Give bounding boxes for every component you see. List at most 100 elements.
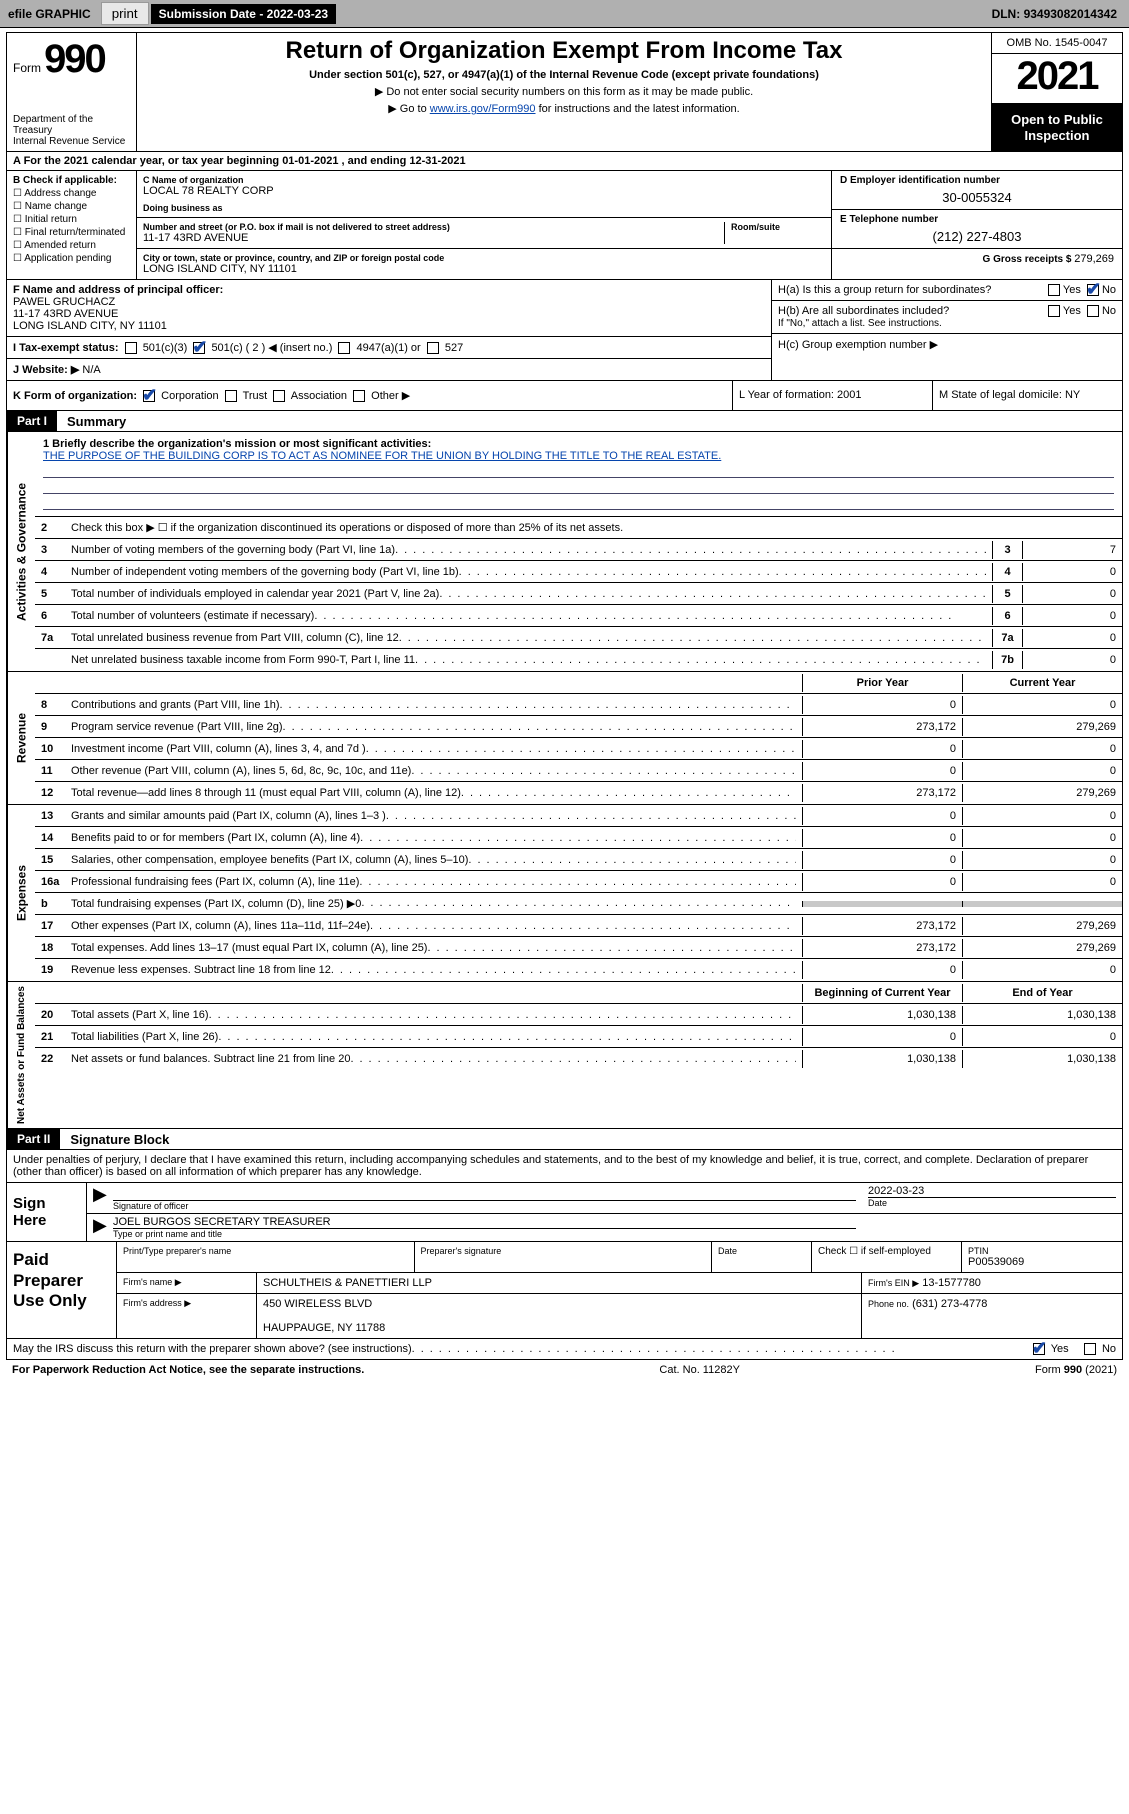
line20: 20Total assets (Part X, line 16)1,030,13… bbox=[35, 1004, 1122, 1026]
tax-year: 2021 bbox=[992, 54, 1122, 104]
print-button[interactable]: print bbox=[101, 2, 149, 25]
line-a-tax-year: A For the 2021 calendar year, or tax yea… bbox=[7, 152, 1122, 171]
lineb: bTotal fundraising expenses (Part IX, co… bbox=[35, 893, 1122, 915]
irs-link[interactable]: www.irs.gov/Form990 bbox=[430, 103, 536, 115]
ck-corporation[interactable] bbox=[143, 390, 155, 402]
caret-icon: ▶ bbox=[87, 1183, 107, 1213]
line19: 19Revenue less expenses. Subtract line 1… bbox=[35, 959, 1122, 981]
ck-527[interactable] bbox=[427, 342, 439, 354]
mission-text: THE PURPOSE OF THE BUILDING CORP IS TO A… bbox=[43, 450, 721, 462]
treasury-dept: Department of the Treasury Internal Reve… bbox=[13, 114, 130, 147]
dln: DLN: 93493082014342 bbox=[980, 4, 1129, 24]
line8: 8Contributions and grants (Part VIII, li… bbox=[35, 694, 1122, 716]
form-id-box: Form 990 Department of the Treasury Inte… bbox=[7, 33, 137, 151]
sign-date: 2022-03-23 bbox=[868, 1185, 1116, 1198]
line15: 15Salaries, other compensation, employee… bbox=[35, 849, 1122, 871]
section-hc: H(c) Group exemption number ▶ bbox=[772, 334, 1122, 355]
line14: 14Benefits paid to or for members (Part … bbox=[35, 827, 1122, 849]
ein: 30-0055324 bbox=[840, 186, 1114, 205]
line7a: 7aTotal unrelated business revenue from … bbox=[35, 627, 1122, 649]
ck-association[interactable] bbox=[273, 390, 285, 402]
section-d-e-g: D Employer identification number 30-0055… bbox=[832, 171, 1122, 279]
officer-name: PAWEL GRUCHACZ bbox=[13, 296, 115, 308]
line9: 9Program service revenue (Part VIII, lin… bbox=[35, 716, 1122, 738]
line22: 22Net assets or fund balances. Subtract … bbox=[35, 1048, 1122, 1070]
paid-preparer-label: Paid Preparer Use Only bbox=[7, 1242, 117, 1338]
year-of-formation: L Year of formation: 2001 bbox=[732, 381, 932, 410]
side-expenses: Expenses bbox=[7, 805, 35, 981]
line18: 18Total expenses. Add lines 13–17 (must … bbox=[35, 937, 1122, 959]
org-city: LONG ISLAND CITY, NY 11101 bbox=[143, 263, 825, 275]
preparer-firm-name: Firm's name ▶ SCHULTHEIS & PANETTIERI LL… bbox=[117, 1273, 1122, 1294]
preparer-firm-address: Firm's address ▶ 450 WIRELESS BLVD HAUPP… bbox=[117, 1294, 1122, 1338]
year-header: Prior Year Current Year bbox=[35, 672, 1122, 694]
submission-date-label: Submission Date - 2022-03-23 bbox=[151, 4, 336, 24]
line16a: 16aProfessional fundraising fees (Part I… bbox=[35, 871, 1122, 893]
ck-amended[interactable]: ☐ Amended return bbox=[13, 240, 130, 251]
ck-ha-yes[interactable] bbox=[1048, 284, 1060, 296]
line7b: Net unrelated business taxable income fr… bbox=[35, 649, 1122, 671]
side-activities-governance: Activities & Governance bbox=[7, 432, 35, 671]
section-b-checkboxes: B Check if applicable: ☐ Address change … bbox=[7, 171, 137, 279]
firm-ein: 13-1577780 bbox=[922, 1277, 981, 1289]
part1-header: Part I bbox=[7, 411, 57, 431]
line21: 21Total liabilities (Part X, line 26)00 bbox=[35, 1026, 1122, 1048]
efile-label: efile GRAPHIC bbox=[0, 4, 99, 24]
open-to-public: Open to Public Inspection bbox=[992, 104, 1122, 151]
cat-no: Cat. No. 11282Y bbox=[659, 1364, 740, 1376]
form-title: Return of Organization Exempt From Incom… bbox=[143, 37, 985, 65]
section-c-org-info: C Name of organization LOCAL 78 REALTY C… bbox=[137, 171, 832, 279]
top-toolbar: efile GRAPHIC print Submission Date - 20… bbox=[0, 0, 1129, 28]
firm-name: SCHULTHEIS & PANETTIERI LLP bbox=[257, 1273, 862, 1293]
line5: 5Total number of individuals employed in… bbox=[35, 583, 1122, 605]
section-ha: H(a) Is this a group return for subordin… bbox=[772, 280, 1122, 301]
caret-icon: ▶ bbox=[87, 1214, 107, 1241]
page-footer: For Paperwork Reduction Act Notice, see … bbox=[6, 1360, 1123, 1380]
side-revenue: Revenue bbox=[7, 672, 35, 804]
ck-ha-no[interactable] bbox=[1087, 284, 1099, 296]
discuss-question: May the IRS discuss this return with the… bbox=[7, 1339, 902, 1359]
line3: 3Number of voting members of the governi… bbox=[35, 539, 1122, 561]
firm-phone: (631) 273-4778 bbox=[912, 1298, 987, 1310]
side-net-assets: Net Assets or Fund Balances bbox=[7, 982, 35, 1128]
website: N/A bbox=[82, 364, 100, 376]
line6: 6Total number of volunteers (estimate if… bbox=[35, 605, 1122, 627]
section-j-website: J Website: ▶ N/A bbox=[7, 359, 771, 380]
line-k-l-m: K Form of organization: Corporation Trus… bbox=[6, 381, 1123, 411]
line12: 12Total revenue—add lines 8 through 11 (… bbox=[35, 782, 1122, 804]
line2: 2 Check this box ▶ ☐ if the organization… bbox=[35, 517, 1122, 539]
ck-4947[interactable] bbox=[338, 342, 350, 354]
org-name: LOCAL 78 REALTY CORP bbox=[143, 185, 825, 197]
org-street: 11-17 43RD AVENUE bbox=[143, 232, 718, 244]
form-header: Form 990 Department of the Treasury Inte… bbox=[6, 32, 1123, 152]
ck-501c3[interactable] bbox=[125, 342, 137, 354]
ck-application-pending[interactable]: ☐ Application pending bbox=[13, 253, 130, 264]
ck-name-change[interactable]: ☐ Name change bbox=[13, 201, 130, 212]
line11: 11Other revenue (Part VIII, column (A), … bbox=[35, 760, 1122, 782]
part2-header: Part II bbox=[7, 1129, 60, 1149]
ck-discuss-no[interactable] bbox=[1084, 1343, 1096, 1355]
officer-name-title: JOEL BURGOS SECRETARY TREASURER bbox=[113, 1216, 856, 1229]
ck-final-return[interactable]: ☐ Final return/terminated bbox=[13, 227, 130, 238]
section-i-tax-status: I Tax-exempt status: 501(c)(3) 501(c) ( … bbox=[7, 337, 771, 359]
state-of-domicile: M State of legal domicile: NY bbox=[932, 381, 1122, 410]
ck-hb-no[interactable] bbox=[1087, 305, 1099, 317]
signature-declaration: Under penalties of perjury, I declare th… bbox=[7, 1150, 1122, 1183]
form-number: 990 bbox=[44, 37, 105, 81]
ck-hb-yes[interactable] bbox=[1048, 305, 1060, 317]
ck-other[interactable] bbox=[353, 390, 365, 402]
officer-signature-line[interactable] bbox=[113, 1185, 856, 1201]
line10: 10Investment income (Part VIII, column (… bbox=[35, 738, 1122, 760]
ck-initial-return[interactable]: ☐ Initial return bbox=[13, 214, 130, 225]
ck-trust[interactable] bbox=[225, 390, 237, 402]
sign-here-label: Sign Here bbox=[7, 1183, 87, 1241]
ck-501c[interactable] bbox=[193, 342, 205, 354]
preparer-row-1: Print/Type preparer's name Preparer's si… bbox=[117, 1242, 1122, 1273]
omb-number: OMB No. 1545-0047 bbox=[992, 33, 1122, 54]
line17: 17Other expenses (Part IX, column (A), l… bbox=[35, 915, 1122, 937]
line1-mission: 1 Briefly describe the organization's mi… bbox=[35, 432, 1122, 516]
ck-discuss-yes[interactable] bbox=[1033, 1343, 1045, 1355]
instructions-link-line: ▶ Go to www.irs.gov/Form990 for instruct… bbox=[143, 102, 985, 115]
ssn-warning: ▶ Do not enter social security numbers o… bbox=[143, 85, 985, 98]
ck-address-change[interactable]: ☐ Address change bbox=[13, 188, 130, 199]
